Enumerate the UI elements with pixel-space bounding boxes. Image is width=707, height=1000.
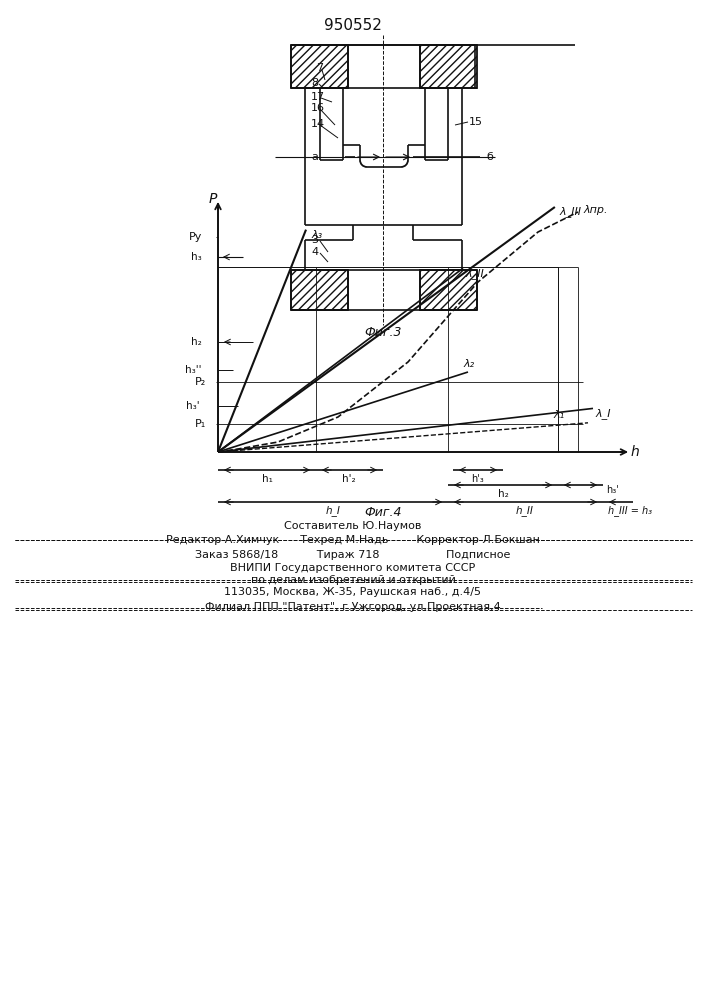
Text: а: а [311,152,318,162]
Text: λ_I: λ_I [595,408,611,419]
Text: h₃: h₃ [191,252,201,262]
Bar [420,270,477,310]
Text: Фиг.4: Фиг.4 [364,506,402,520]
Text: 7: 7 [316,63,323,73]
Text: 17: 17 [311,92,325,102]
Text: 16: 16 [311,103,325,113]
Text: P₁: P₁ [194,419,206,429]
Text: 15: 15 [469,117,483,127]
Text: Филиал ППП "Патент", г.Ужгород, ул.Проектная,4: Филиал ППП "Патент", г.Ужгород, ул.Проек… [205,602,501,612]
Text: Pу: Pу [189,232,203,242]
Text: λпр.: λпр. [583,205,607,215]
Text: 8: 8 [311,78,318,88]
Text: 113035, Москва, Ж-35, Раушская наб., д.4/5: 113035, Москва, Ж-35, Раушская наб., д.4… [225,587,481,597]
Bar [420,45,477,88]
Text: б: б [486,152,493,162]
Text: 3: 3 [311,235,318,245]
Text: h: h [631,445,639,459]
Text: h'₃: h'₃ [472,474,484,484]
Text: 14: 14 [311,119,325,129]
Text: λ₁: λ₁ [553,410,564,420]
Text: 4: 4 [311,247,318,257]
Bar [291,270,348,310]
Text: λ₃: λ₃ [311,230,322,240]
Text: h₃': h₃' [186,401,200,411]
Text: P: P [209,192,217,206]
Text: Заказ 5868/18           Тираж 718                   Подписное: Заказ 5868/18 Тираж 718 Подписное [195,550,510,560]
Text: ВНИПИ Государственного комитета СССР: ВНИПИ Государственного комитета СССР [230,563,476,573]
Text: по делам изобретений и открытий: по делам изобретений и открытий [250,575,455,585]
Text: h₁: h₁ [262,474,272,484]
Text: P₂: P₂ [194,377,206,387]
Text: h_II: h_II [516,506,534,516]
Text: h₂: h₂ [191,337,201,347]
Text: Фиг.3: Фиг.3 [364,326,402,340]
Bar [291,45,348,88]
Text: λ_II: λ_II [465,268,484,279]
Text: h₂: h₂ [498,489,508,499]
Text: h_III = h₃: h_III = h₃ [608,506,652,516]
Text: h'₂: h'₂ [342,474,356,484]
Text: h₃'': h₃'' [185,365,201,375]
Text: h_I: h_I [325,506,341,516]
Text: λ₂: λ₂ [463,359,474,369]
Text: Составитель Ю.Наумов: Составитель Ю.Наумов [284,521,421,531]
Text: λ_III: λ_III [560,207,582,217]
Text: 950552: 950552 [324,17,382,32]
Text: Редактор А.Химчук      Техред М.Надь        Корректор Л.Бокшан: Редактор А.Химчук Техред М.Надь Корректо… [166,535,540,545]
Text: h₃': h₃' [606,485,619,495]
